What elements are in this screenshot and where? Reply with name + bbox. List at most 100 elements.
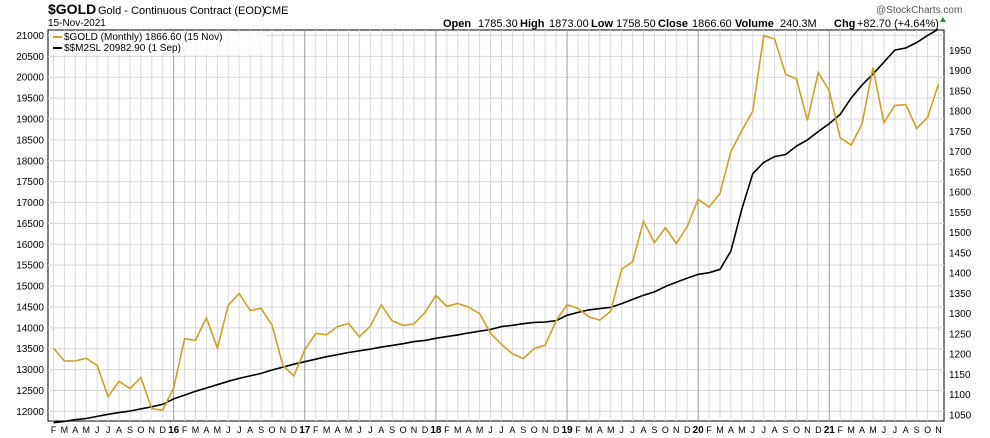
x-axis-tick-label: 17 [299,425,311,436]
x-axis-tick-label: J [761,425,766,435]
left-axis-tick-label: 12000 [16,407,44,418]
x-axis-tick-label: 18 [430,425,442,436]
chg-label: Chg [834,18,855,30]
x-axis-tick-label: S [520,425,526,435]
right-axis-tick-label: 1400 [949,269,972,280]
x-axis-tick-label: J [106,425,111,435]
x-axis-tick-label: M [323,425,331,435]
x-axis-tick-label: A [903,425,909,435]
x-axis-tick-label: A [859,425,865,435]
x-axis-tick-label: D [815,425,822,435]
open-value: 1785.30 [478,18,518,30]
left-axis-tick-label: 15500 [16,261,44,272]
legend: $GOLD (Monthly) 1866.60 (15 Nov) $$M2SL … [51,32,266,55]
right-axis-tick-label: 1200 [949,350,972,361]
low-value: 1758.50 [616,18,656,30]
x-axis-tick-label: S [651,425,657,435]
up-arrow-icon [940,17,946,22]
left-axis-tick-label: 12500 [16,386,44,397]
right-axis-tick-label: 1750 [949,127,972,138]
volume-label: Volume [735,18,774,30]
x-axis-tick-label: S [783,425,789,435]
x-axis-tick-label: M [738,425,746,435]
x-axis-tick-label: M [454,425,462,435]
right-axis-tick-label: 1500 [949,228,972,239]
left-axis-tick-label: 19500 [16,94,44,105]
x-axis-tick-label: A [116,425,122,435]
x-axis-tick-label: A [728,425,734,435]
x-axis-tick-label: N [411,425,418,435]
copyright-label: @StockCharts.com [876,5,962,16]
x-axis-tick-label: D [684,425,691,435]
left-axis-tick-label: 17000 [16,198,44,209]
x-axis-tick-label: M [716,425,724,435]
x-axis-tick-label: M [476,425,484,435]
left-axis-tick-label: 14000 [16,323,44,334]
right-axis-tick-label: 1950 [949,46,972,57]
left-axis-tick-label: 16000 [16,240,44,251]
m2-series-line [53,28,939,424]
x-axis-tick-label: O [531,425,538,435]
left-axis-tick-label: 14500 [16,302,44,313]
x-axis-tick-label: J [751,425,756,435]
x-axis-tick-label: A [641,425,647,435]
volume-value: 240.3M [780,18,817,30]
x-axis-tick-label: O [137,425,144,435]
x-axis-tick-label: F [444,425,450,435]
close-label: Close [658,18,688,30]
legend-background [51,33,266,55]
x-axis-tick-label: J [893,425,898,435]
left-axis-tick-label: 15000 [16,282,44,293]
x-axis-tick-label: O [400,425,407,435]
x-axis-tick-label: N [804,425,811,435]
left-axis-tick-label: 21000 [16,31,44,42]
x-axis-tick-label: A [203,425,209,435]
right-axis-tick-label: 1800 [949,107,972,118]
x-axis-tick-label: M [585,425,593,435]
high-value: 1873.00 [549,18,589,30]
x-axis-tick-label: S [258,425,264,435]
chart-date: 15-Nov-2021 [48,18,106,29]
right-axis-tick-label: 1700 [949,147,972,158]
x-axis-tick-label: O [268,425,275,435]
horizontal-gridlines [48,34,944,412]
right-axis-tick-label: 1450 [949,248,972,259]
chart-instrument-name: Gold - Continuous Contract (EOD) [98,5,266,17]
x-axis-tick-label: N [935,425,942,435]
right-axis-tick-label: 1050 [949,410,972,421]
open-label: Open [443,18,471,30]
right-axis-tick-label: 1650 [949,167,972,178]
x-axis-tick-label: F [182,425,188,435]
left-axis-tick-label: 19000 [16,114,44,125]
x-axis-tick-label: 19 [561,425,573,436]
left-axis-ticks: 12000 12500 13000 13500 14000 14500 15000 15500… [16,31,44,418]
x-axis-tick-label: A [72,425,78,435]
x-axis-tick-label: O [662,425,669,435]
x-axis-tick-label: A [335,425,341,435]
right-axis-tick-label: 1100 [949,390,971,401]
x-axis-tick-label: D [159,425,166,435]
x-axis-tick-label: A [466,425,472,435]
x-axis-tick-label: D [553,425,560,435]
x-axis-tick-label: D [422,425,429,435]
right-axis-tick-label: 1150 [949,370,971,381]
x-axis-tick-label: 21 [824,425,836,436]
right-axis-tick-label: 1550 [949,208,972,219]
x-axis-tick-label: O [924,425,931,435]
x-axis-tick-label: D [291,425,298,435]
x-axis-tick-label: F [313,425,319,435]
gold-series-line [52,34,940,411]
chart-exchange: CME [264,5,288,17]
chart-symbol: $GOLD [48,1,96,17]
right-axis-tick-label: 1850 [949,86,972,97]
x-axis-tick-label: N [149,425,156,435]
x-axis-tick-label: S [914,425,920,435]
x-axis-tick-label: J [488,425,493,435]
x-axis-tick-label: 20 [693,425,705,436]
x-axis-tick-label: M [214,425,222,435]
right-axis-tick-label: 1350 [949,289,972,300]
left-axis-tick-label: 18500 [16,135,44,146]
x-axis-tick-label: J [95,425,100,435]
x-axis-tick-label: A [597,425,603,435]
